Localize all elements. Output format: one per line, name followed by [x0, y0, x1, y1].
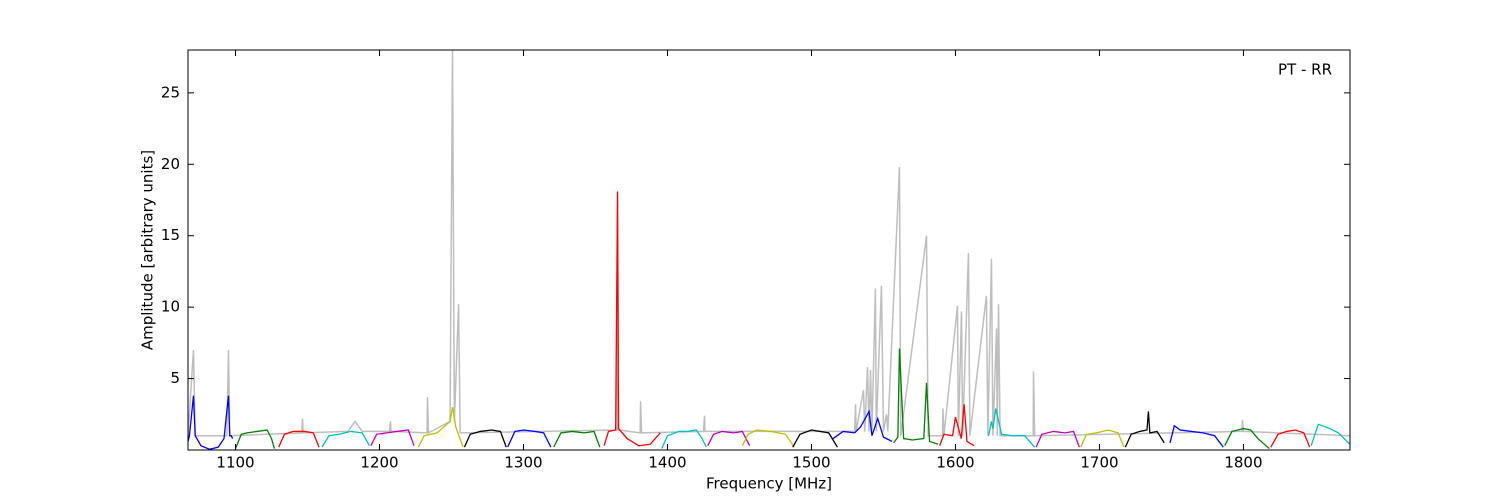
series-line: [321, 430, 370, 448]
series-line: [792, 429, 838, 448]
x-tick-label: 1600: [936, 454, 974, 472]
series-line: [1310, 423, 1350, 446]
y-tick-label: 5: [170, 369, 180, 387]
series-line: [553, 430, 601, 448]
x-axis-label: Frequency [MHz]: [706, 475, 832, 493]
series-line: [1224, 427, 1270, 450]
series-line: [741, 429, 795, 448]
annotation: PT - RR: [1278, 61, 1332, 79]
series-line: [1270, 429, 1311, 448]
series-line: [832, 409, 893, 443]
series-line: [987, 408, 1036, 448]
x-tick-label: 1700: [1080, 454, 1118, 472]
y-tick-label: 25: [161, 83, 180, 101]
x-tick-label: 1500: [792, 454, 830, 472]
series-line: [893, 348, 939, 445]
series-line: [707, 430, 751, 447]
series-line: [278, 430, 320, 448]
x-tick-label: 1400: [648, 454, 686, 472]
series-line: [234, 429, 276, 449]
series-line: [1080, 429, 1125, 448]
series-line: [603, 191, 661, 447]
x-tick-label: 1200: [360, 454, 398, 472]
series-line: [1035, 430, 1080, 448]
series-line: [417, 407, 464, 448]
series-line: [507, 429, 552, 448]
series-line: [939, 404, 975, 447]
series-line: [370, 429, 415, 447]
y-tick-label: 10: [161, 298, 180, 316]
y-tick-label: 15: [161, 226, 180, 244]
series-line: [463, 429, 507, 448]
series-line: [1124, 411, 1165, 448]
series-line: [1169, 424, 1224, 448]
x-tick-label: 1300: [504, 454, 542, 472]
y-axis-label: Amplitude [arbitrary units]: [139, 150, 157, 350]
x-tick-label: 1800: [1224, 454, 1262, 472]
y-tick-label: 20: [161, 155, 180, 173]
series-line: [188, 395, 234, 450]
plot-frame: [187, 49, 1351, 451]
series-line: [188, 50, 1350, 437]
x-tick-label: 1100: [216, 454, 254, 472]
series-line: [661, 429, 707, 449]
